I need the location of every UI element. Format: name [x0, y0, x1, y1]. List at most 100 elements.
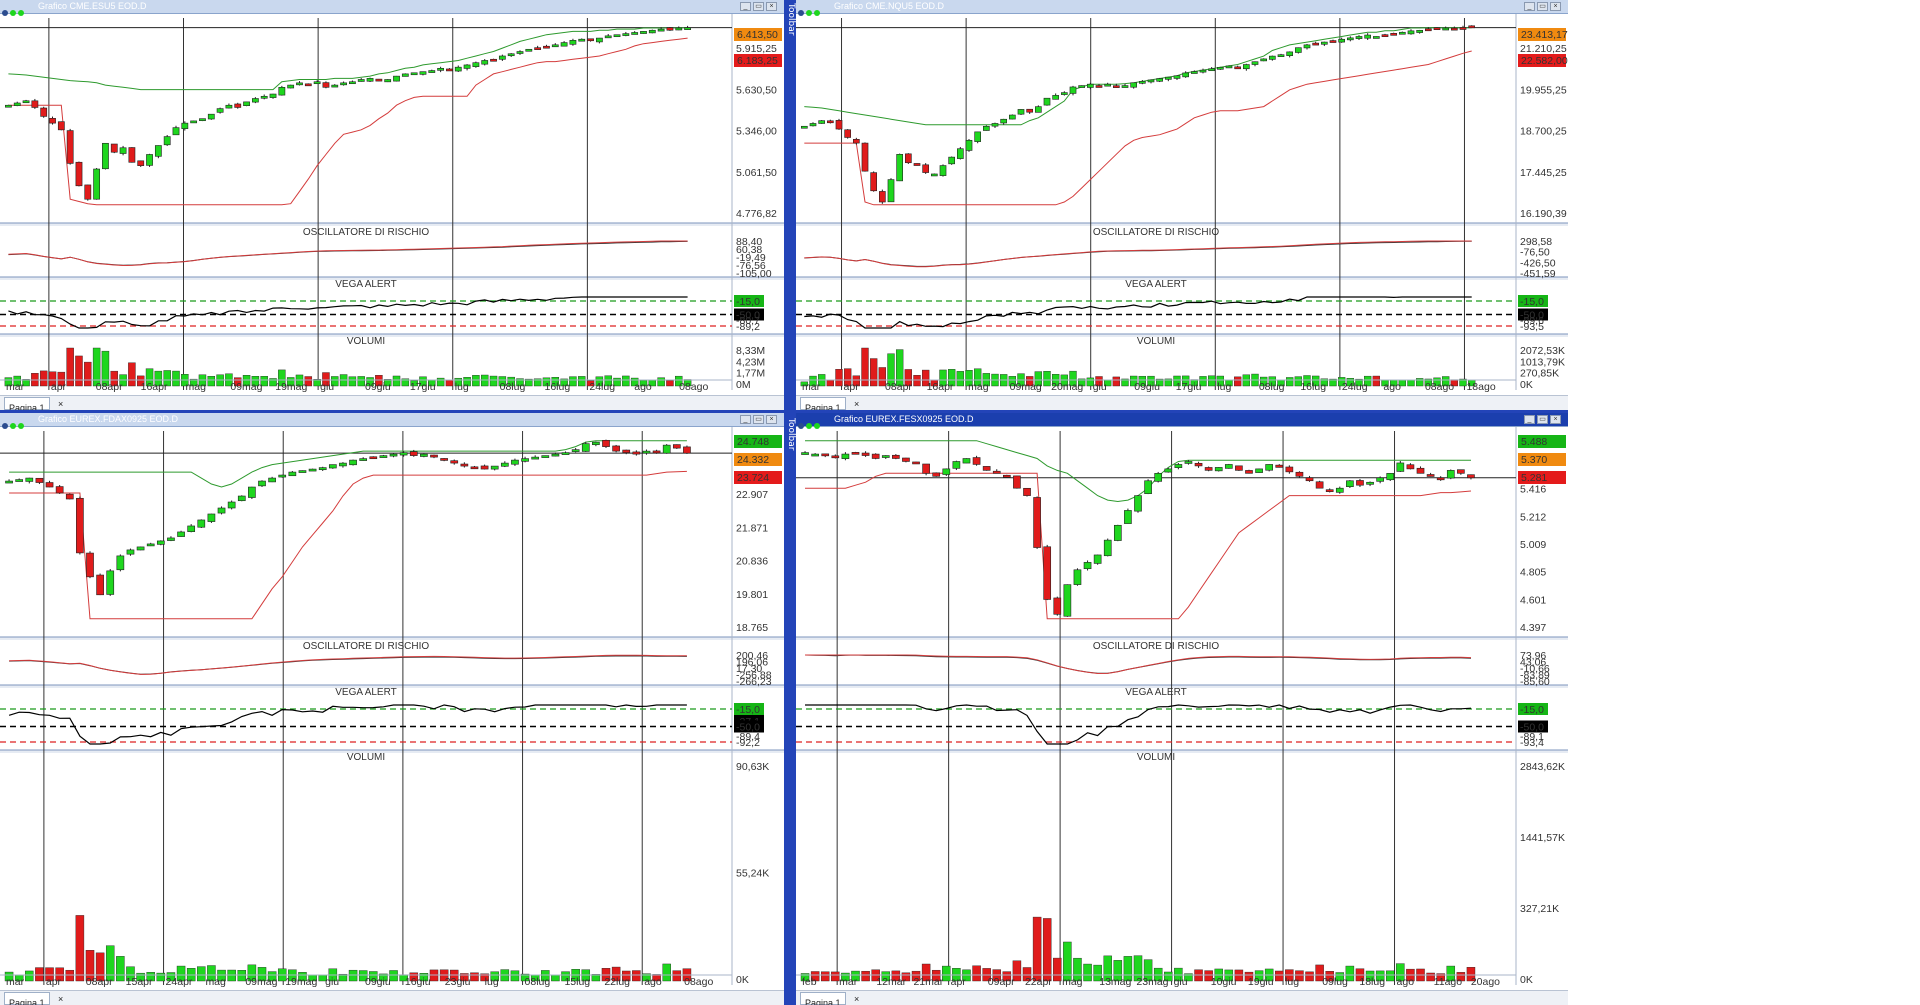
volume-bar: [1329, 378, 1337, 387]
candle: [541, 455, 550, 458]
candle: [136, 546, 145, 551]
page-tab-close-icon[interactable]: ×: [854, 994, 860, 1004]
minimize-button[interactable]: _: [740, 415, 751, 424]
candle: [939, 164, 947, 177]
x-tick-label: 19mag: [275, 381, 307, 393]
chart-svg[interactable]: 21.210,25 19.955,25 18.700,25 17.445,25 16.1…: [796, 0, 1568, 410]
chart-svg[interactable]: 5.6205.4165.2125.0094.8054.6014.3975.488…: [796, 413, 1568, 1005]
close-button[interactable]: ×: [1550, 415, 1561, 424]
volume-bar: [800, 973, 810, 982]
chart-svg[interactable]: 5.915,25 5.630,50 5.346,00 5.061,50 4.776,82…: [0, 0, 784, 410]
chart-panel-br[interactable]: Grafico EUREX.FESX0925 EOD.D_▭×5.6205.41…: [796, 413, 1568, 1005]
panel-titlebar[interactable]: Grafico EUREX.FDAX0925 EOD.D _ ▭ ×: [0, 413, 784, 429]
volume-bar: [1338, 377, 1346, 387]
window-control-dots[interactable]: [798, 3, 822, 21]
chart-panel-bl[interactable]: Grafico EUREX.FDAX0925 EOD.D_▭×23.94222.…: [0, 413, 784, 1005]
candle: [401, 73, 409, 77]
panel-titlebar[interactable]: Grafico CME.ESU5 EOD.D _ ▭ ×: [0, 0, 784, 16]
vega-line: [804, 296, 1472, 329]
volume-bar: [358, 970, 368, 982]
toolbar-tab-1[interactable]: Toolbar: [786, 3, 796, 36]
page-tab[interactable]: Pagina 1: [4, 397, 50, 410]
candle: [525, 48, 533, 52]
candle: [1407, 29, 1415, 35]
candle: [1416, 466, 1425, 474]
window-control-dots[interactable]: [798, 416, 822, 434]
volume-bar: [242, 375, 251, 387]
candle: [5, 479, 13, 484]
y-tick-label: 18.700,25: [1520, 126, 1567, 138]
chart-svg[interactable]: 23.94222.90721.87120.83619.80118.76524.7…: [0, 413, 784, 1005]
candle: [490, 58, 497, 62]
close-button[interactable]: ×: [1550, 2, 1561, 11]
toolbar-tab-2[interactable]: Toolbar: [786, 418, 796, 451]
vega-pane-title: VEGA ALERT: [335, 279, 397, 290]
candle: [470, 465, 479, 470]
volume-bar: [1424, 378, 1432, 387]
page-tab-close-icon[interactable]: ×: [58, 399, 64, 409]
page-tab[interactable]: Pagina 1: [4, 992, 50, 1005]
menu-icon[interactable]: [798, 10, 804, 16]
link-icon[interactable]: [10, 10, 16, 16]
candle: [1063, 584, 1072, 617]
restore-button[interactable]: ▭: [1537, 415, 1548, 424]
x-tick-label: 09apr: [988, 976, 1015, 988]
close-button[interactable]: ×: [766, 2, 777, 11]
x-tick-label: mag: [968, 381, 989, 393]
volume-bar: [445, 379, 454, 387]
volume-tick-label: 4,23M: [736, 356, 765, 368]
restore-button[interactable]: ▭: [753, 2, 764, 11]
candle: [128, 147, 136, 163]
window-control-dots[interactable]: [2, 3, 26, 21]
volume-bar: [454, 377, 462, 387]
volume-bar: [1182, 375, 1190, 387]
candle: [922, 463, 930, 476]
x-tick-label: 08ago: [679, 381, 708, 393]
link-icon[interactable]: [806, 423, 812, 429]
candle: [1398, 31, 1406, 35]
candle: [531, 455, 540, 460]
candle: [500, 461, 509, 468]
volume-bar: [1121, 378, 1129, 387]
menu-icon[interactable]: [2, 10, 8, 16]
menu-icon[interactable]: [2, 423, 8, 429]
volume-bar: [887, 353, 895, 387]
candle: [40, 106, 48, 118]
volume-bar: [1156, 378, 1164, 387]
y-tick-label: 19.955,25: [1520, 84, 1567, 96]
link-icon[interactable]: [10, 423, 16, 429]
candle: [852, 137, 860, 145]
page-tab[interactable]: Pagina 1: [800, 992, 846, 1005]
candle: [1093, 554, 1102, 565]
play-icon[interactable]: [814, 423, 820, 429]
restore-button[interactable]: ▭: [1537, 2, 1548, 11]
volume-bar: [1012, 960, 1022, 982]
upper-band-line: [804, 27, 1472, 126]
candle: [1396, 461, 1405, 472]
link-icon[interactable]: [806, 10, 812, 16]
x-tick-label: ago: [644, 976, 662, 988]
play-icon[interactable]: [18, 423, 24, 429]
minimize-button[interactable]: _: [1524, 2, 1535, 11]
candle: [948, 156, 955, 165]
page-tab[interactable]: Pagina 1: [800, 397, 846, 410]
window-control-dots[interactable]: [2, 416, 26, 434]
restore-button[interactable]: ▭: [753, 415, 764, 424]
page-tab-close-icon[interactable]: ×: [854, 399, 860, 409]
panel-titlebar[interactable]: Grafico CME.NQU5 EOD.D _ ▭ ×: [796, 0, 1568, 16]
minimize-button[interactable]: _: [740, 2, 751, 11]
candle: [1260, 58, 1267, 62]
close-button[interactable]: ×: [766, 415, 777, 424]
candle: [251, 97, 259, 104]
volume-bar: [498, 376, 507, 387]
svg-text:-50,0: -50,0: [736, 722, 760, 734]
chart-panel-tl[interactable]: Grafico CME.ESU5 EOD.D _ ▭ × 5.915,25 5.630,5…: [0, 0, 784, 410]
chart-panel-tr[interactable]: Grafico CME.NQU5 EOD.D _ ▭ × 21.210,25 19.955…: [796, 0, 1568, 410]
panel-titlebar[interactable]: Grafico EUREX.FESX0925 EOD.D _ ▭ ×: [796, 413, 1568, 429]
play-icon[interactable]: [18, 10, 24, 16]
volume-bar: [227, 969, 236, 982]
play-icon[interactable]: [814, 10, 820, 16]
page-tab-close-icon[interactable]: ×: [58, 994, 64, 1004]
minimize-button[interactable]: _: [1524, 415, 1535, 424]
menu-icon[interactable]: [798, 423, 804, 429]
